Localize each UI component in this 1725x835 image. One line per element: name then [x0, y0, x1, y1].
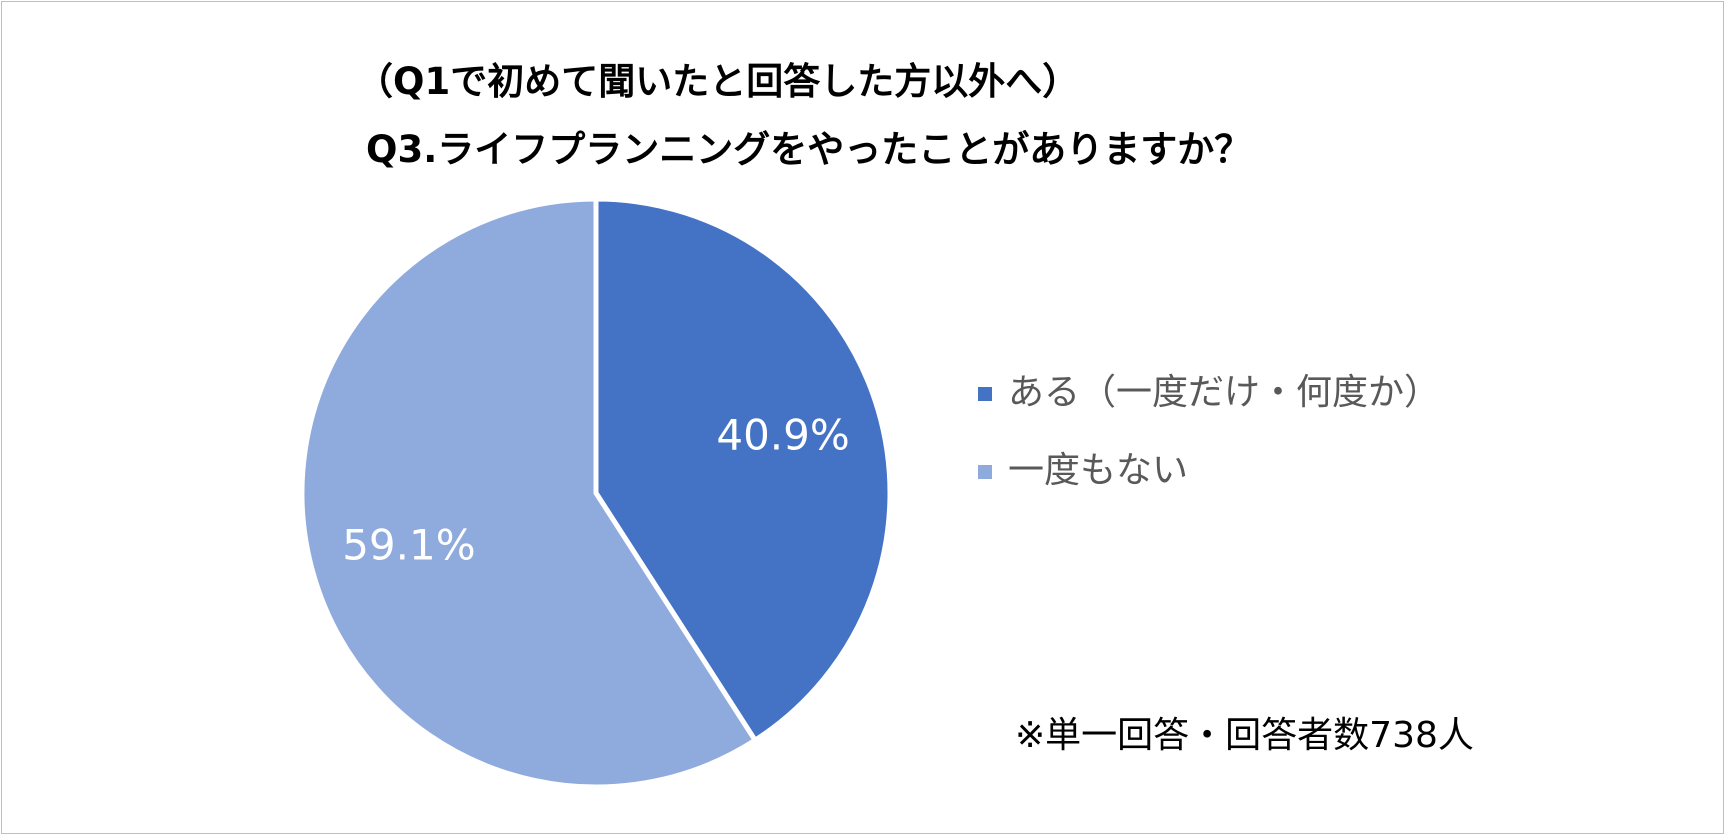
pie-slice-ichidomonai — [299, 196, 758, 790]
pie-slices — [299, 196, 893, 790]
legend-swatch-aru — [978, 387, 992, 401]
legend-swatch-ichidomonai — [978, 465, 992, 479]
data-label-aru: 40.9% — [716, 411, 849, 460]
legend-label-aru: ある（一度だけ・何度か） — [1008, 372, 1441, 413]
legend-label-ichidomonai: 一度もない — [1008, 450, 1189, 491]
data-label-ichidomonai: 59.1% — [342, 520, 475, 569]
pie-data-labels: 40.9% 59.1% — [342, 411, 850, 570]
respondent-note: ※単一回答・回答者数738人 — [1015, 715, 1474, 756]
chart-title: （Q1で初めて聞いたと回答した方以外へ） — [356, 60, 1080, 103]
chart-subtitle: Q3.ライフプランニングをやったことがありますか？ — [366, 128, 1252, 171]
